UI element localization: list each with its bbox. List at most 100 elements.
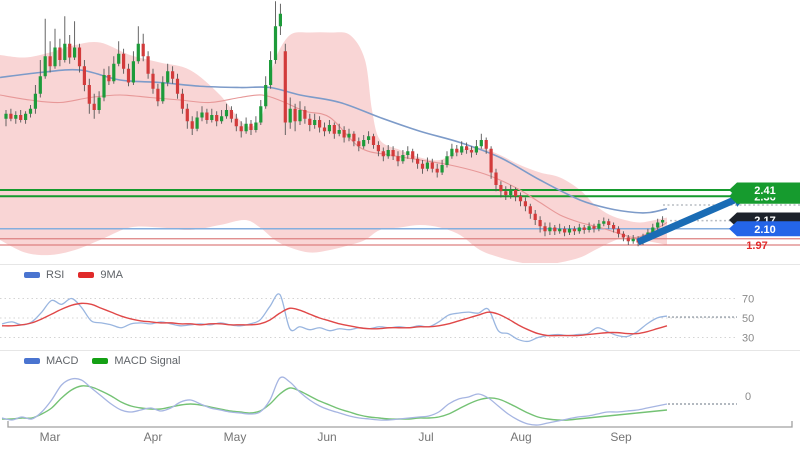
candle-body bbox=[327, 125, 331, 132]
candle-body bbox=[175, 78, 180, 94]
macd-swatch-icon bbox=[24, 358, 40, 364]
candle-body bbox=[303, 110, 307, 119]
candle-body bbox=[146, 56, 150, 74]
candle-body bbox=[371, 136, 376, 145]
trend-arrow bbox=[636, 196, 736, 246]
price-tag-stop-label: 1.97 bbox=[746, 240, 767, 252]
candle-body bbox=[151, 73, 155, 89]
candle-body bbox=[440, 165, 444, 173]
candle-body bbox=[283, 51, 287, 123]
price-panel bbox=[0, 1, 800, 263]
candle-body bbox=[77, 47, 82, 67]
price-tag-support-label: 2.10 bbox=[754, 224, 775, 236]
candle-body bbox=[430, 162, 434, 169]
candle-body bbox=[229, 110, 233, 119]
rsi-ma-legend-label: 9MA bbox=[100, 269, 123, 281]
candle-body bbox=[278, 13, 282, 27]
candle-body bbox=[352, 133, 356, 142]
macd-signal-swatch-icon bbox=[92, 358, 109, 364]
x-axis-label-apr: Apr bbox=[144, 430, 163, 444]
candle-body bbox=[180, 93, 184, 109]
rsi-ma-swatch-icon bbox=[78, 272, 95, 278]
candle-body bbox=[224, 110, 229, 117]
macd-signal-legend-item[interactable]: MACD Signal bbox=[92, 355, 180, 367]
candle-body bbox=[553, 227, 557, 232]
candle-body bbox=[200, 112, 204, 118]
candle-body bbox=[435, 168, 439, 173]
candle-body bbox=[406, 151, 410, 155]
candle-body bbox=[273, 26, 278, 60]
x-axis-line bbox=[7, 421, 793, 428]
macd-line bbox=[1, 376, 668, 426]
candle-body bbox=[396, 156, 400, 162]
candle-body bbox=[156, 88, 160, 102]
candle-body bbox=[509, 190, 513, 195]
candle-body bbox=[215, 115, 219, 122]
candle-body bbox=[518, 196, 523, 202]
candle-body bbox=[376, 145, 380, 152]
candle-body bbox=[592, 226, 596, 229]
rsi-ma-legend-item[interactable]: 9MA bbox=[78, 269, 123, 281]
rsi-axis-70: 70 bbox=[742, 294, 754, 306]
candle-body bbox=[313, 120, 317, 125]
candle-body bbox=[210, 115, 214, 120]
candle-body bbox=[269, 60, 273, 85]
rsi-legend-item[interactable]: RSI bbox=[24, 269, 64, 281]
macd-legend-item[interactable]: MACD bbox=[24, 355, 78, 367]
macd-legend: MACD MACD Signal bbox=[24, 355, 180, 367]
candle-body bbox=[141, 43, 145, 57]
x-axis-label-may: May bbox=[224, 430, 247, 444]
candle-body bbox=[131, 61, 135, 83]
candle-body bbox=[190, 121, 194, 129]
candle-body bbox=[362, 140, 366, 147]
candle-body bbox=[308, 118, 312, 125]
rsi-axis-50: 50 bbox=[742, 313, 754, 325]
candle-body bbox=[264, 85, 268, 107]
candle-body bbox=[612, 225, 616, 229]
candle-body bbox=[4, 113, 8, 119]
candle-body bbox=[577, 227, 581, 232]
candlestick-series bbox=[4, 1, 665, 247]
candle-body bbox=[386, 150, 390, 157]
candle-body bbox=[122, 53, 126, 69]
candle-body bbox=[587, 226, 591, 230]
candle-body bbox=[117, 53, 121, 64]
candle-body bbox=[514, 190, 518, 197]
candle-body bbox=[494, 172, 498, 185]
candle-body bbox=[92, 103, 96, 110]
candle-body bbox=[445, 156, 449, 165]
candle-body bbox=[582, 227, 586, 230]
candle-body bbox=[249, 123, 253, 130]
candle-body bbox=[597, 223, 601, 229]
candle-body bbox=[332, 125, 336, 134]
candle-body bbox=[244, 123, 248, 132]
candle-body bbox=[48, 56, 52, 67]
candle-body bbox=[528, 206, 532, 214]
rsi-axis-30: 30 bbox=[742, 333, 754, 345]
rsi-ma-line bbox=[1, 302, 668, 337]
candle-body bbox=[318, 120, 322, 128]
candle-body bbox=[401, 155, 405, 162]
rsi-legend: RSI 9MA bbox=[24, 269, 123, 281]
candle-body bbox=[107, 75, 111, 82]
candle-body bbox=[87, 85, 91, 104]
candle-body bbox=[563, 228, 567, 233]
candle-body bbox=[616, 228, 621, 234]
candle-body bbox=[651, 227, 655, 233]
candle-body bbox=[342, 130, 346, 138]
candle-body bbox=[661, 220, 665, 223]
candle-body bbox=[33, 93, 37, 109]
candle-body bbox=[558, 228, 562, 232]
candle-body bbox=[53, 47, 57, 67]
x-axis-label-jun: Jun bbox=[317, 430, 336, 444]
candle-body bbox=[73, 47, 77, 58]
candle-body bbox=[63, 43, 67, 60]
macd-legend-label: MACD bbox=[46, 355, 79, 367]
macd-axis-0: 0 bbox=[745, 391, 751, 403]
candle-body bbox=[484, 140, 488, 149]
candle-body bbox=[239, 126, 243, 132]
candle-body bbox=[166, 71, 170, 83]
candle-body bbox=[322, 127, 327, 132]
rsi-swatch-icon bbox=[24, 272, 40, 278]
